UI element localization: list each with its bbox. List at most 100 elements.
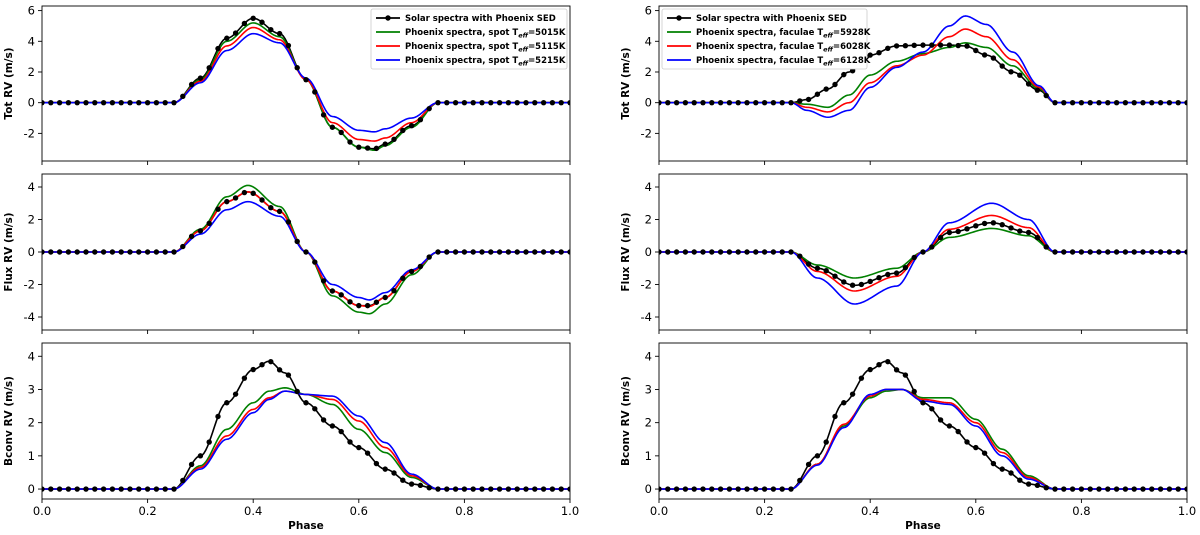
data-point	[312, 89, 318, 95]
data-point	[373, 299, 380, 305]
data-point	[65, 99, 72, 106]
data-point	[320, 417, 327, 423]
data-point	[999, 466, 1005, 472]
data-point	[276, 367, 283, 373]
data-point	[109, 249, 116, 255]
x-tick-label: 0.4	[861, 504, 879, 518]
data-point	[488, 249, 494, 255]
data-point	[973, 223, 979, 229]
data-point	[744, 99, 750, 106]
data-point	[276, 208, 283, 215]
data-point	[1096, 249, 1102, 255]
data-point	[303, 400, 309, 406]
x-axis-label: Phase	[288, 520, 324, 532]
data-point	[1131, 249, 1137, 255]
data-point	[180, 477, 186, 484]
data-point	[1166, 249, 1173, 255]
data-point	[74, 249, 80, 255]
data-point	[285, 372, 292, 378]
data-point	[312, 406, 318, 412]
data-point	[109, 99, 116, 106]
y-tick-label: 4	[645, 34, 652, 48]
x-tick-label: 0.0	[33, 504, 51, 518]
data-point	[1087, 486, 1093, 492]
data-point	[823, 86, 829, 92]
data-point	[1122, 249, 1129, 255]
data-point	[197, 75, 204, 81]
data-point	[1043, 485, 1049, 491]
legend-marker	[676, 15, 682, 21]
data-point	[215, 413, 221, 420]
data-point	[206, 220, 212, 226]
data-point	[417, 263, 424, 270]
panel-middle-right: -4 -2 0 2 4 Flux RV (m/s)	[620, 173, 1188, 334]
data-point	[523, 99, 529, 106]
data-point	[1061, 486, 1067, 492]
data-point	[726, 249, 733, 255]
data-point	[48, 486, 54, 492]
y-axis-label: Bconv RV (m/s)	[3, 376, 15, 466]
data-point	[391, 288, 397, 294]
data-point	[700, 249, 706, 255]
data-point	[1069, 486, 1076, 492]
data-point	[382, 141, 388, 147]
legend-label: Phoenix spectra, spot Teff=5115K	[405, 42, 566, 54]
data-point	[488, 486, 494, 492]
data-point	[761, 99, 768, 106]
data-point	[779, 486, 785, 492]
data-point	[470, 99, 476, 106]
y-axis-label: Flux RV (m/s)	[3, 212, 15, 291]
y-tick-label: -4	[641, 310, 652, 324]
data-point	[929, 406, 935, 412]
data-point	[558, 99, 564, 106]
data-point	[408, 268, 415, 275]
data-point	[964, 226, 970, 232]
data-point	[1149, 486, 1155, 492]
data-point	[1140, 486, 1146, 492]
data-point	[761, 249, 768, 255]
data-point	[805, 261, 812, 267]
data-point	[444, 99, 450, 106]
data-point	[920, 42, 926, 48]
data-point	[770, 99, 777, 106]
data-point	[153, 99, 160, 106]
data-point	[56, 249, 63, 255]
data-point	[136, 249, 142, 255]
data-point	[1157, 249, 1164, 255]
data-point	[505, 249, 512, 255]
data-point	[171, 99, 177, 106]
data-point	[788, 99, 794, 106]
data-point	[144, 99, 151, 106]
data-point	[241, 189, 248, 196]
data-point	[48, 99, 54, 106]
data-point	[276, 30, 283, 37]
y-axis-label: Tot RV (m/s)	[3, 47, 15, 119]
data-point	[902, 43, 909, 49]
data-point	[540, 486, 547, 492]
data-point	[964, 439, 970, 445]
data-point	[558, 249, 564, 255]
data-point	[505, 486, 512, 492]
data-point	[188, 81, 195, 88]
series-line-0	[659, 360, 1187, 490]
data-point	[391, 470, 397, 476]
y-tick-label: 3	[28, 382, 35, 396]
y-tick-label: 0	[28, 96, 35, 110]
data-point	[162, 99, 168, 106]
data-point	[408, 123, 415, 129]
data-point	[885, 358, 891, 365]
data-point	[83, 249, 89, 255]
axes-frame	[41, 173, 571, 331]
data-point	[452, 99, 459, 106]
panel-top-right: -2 0 2 4 6 Tot RV (m/s) Solar spectra with Pho…	[620, 4, 1188, 165]
data-point	[911, 254, 917, 261]
data-point	[1122, 486, 1129, 492]
data-point	[753, 486, 759, 492]
data-point	[294, 65, 300, 71]
data-point	[118, 99, 124, 106]
panel-middle-left: -4 -2 0 2 4 Flux RV (m/s)	[3, 173, 571, 334]
data-point	[1078, 249, 1085, 255]
data-point	[426, 485, 432, 491]
data-point	[867, 278, 873, 285]
y-axis-label: Bconv RV (m/s)	[620, 376, 632, 466]
